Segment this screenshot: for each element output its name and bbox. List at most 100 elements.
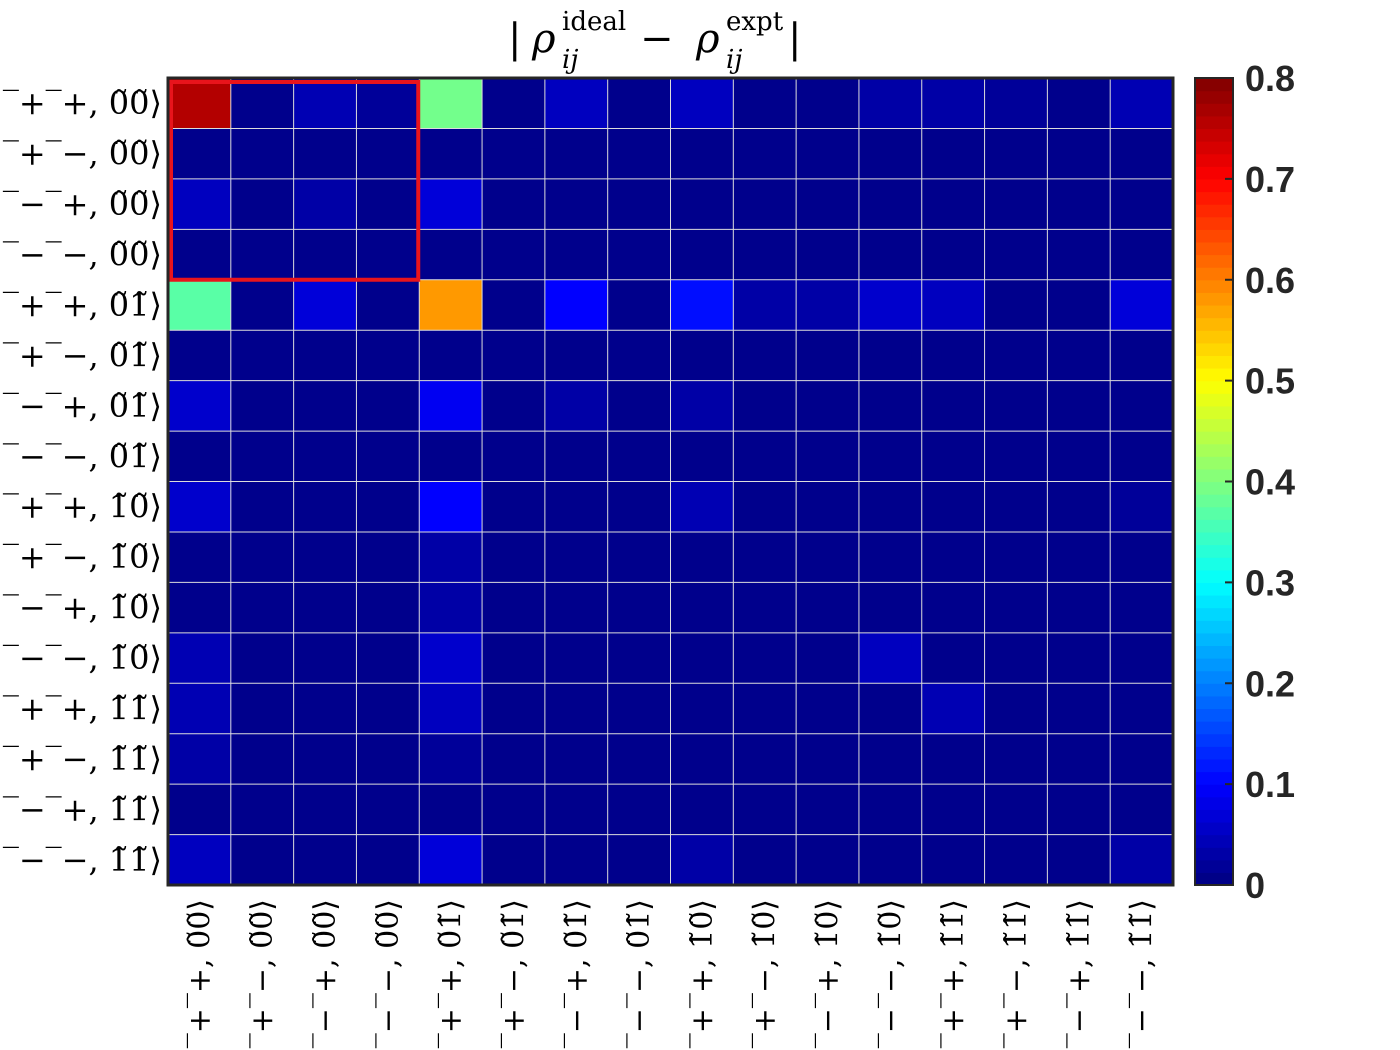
heatmap-cell (293, 279, 357, 331)
heatmap-cell (984, 78, 1048, 129)
colorbar-segment (1195, 456, 1233, 470)
row-tick-label: |‾−‾−, 1̃1̃⟩ (0, 841, 162, 879)
heatmap-cell (419, 279, 483, 331)
heatmap-cell (921, 834, 986, 886)
heatmap-cell (858, 380, 923, 432)
heatmap-cell (1110, 78, 1174, 129)
heatmap-cell (419, 632, 483, 684)
heatmap-cell (984, 380, 1048, 432)
heatmap-cell (230, 380, 295, 432)
heatmap-cell (1110, 229, 1174, 281)
heatmap-cell (607, 733, 671, 785)
colorbar-segment (1195, 607, 1233, 621)
heatmap-cell (733, 279, 797, 331)
heatmap-cell (544, 330, 609, 382)
heatmap-cell (168, 683, 232, 735)
heatmap-cell (984, 683, 1048, 735)
heatmap-cell (733, 733, 797, 785)
heatmap-cell (607, 632, 671, 684)
heatmap-cell (482, 733, 546, 785)
heatmap-cell (733, 229, 797, 281)
colorbar-segment (1195, 859, 1233, 873)
heatmap-cell (796, 531, 860, 583)
column-tick-label: |‾+‾−, 0̃0̃⟩ (245, 899, 280, 1050)
colorbar-tick-label: 0.3 (1245, 562, 1295, 603)
heatmap-cell (356, 582, 420, 634)
heatmap-cell (293, 178, 357, 230)
heatmap-cell (733, 834, 797, 886)
colorbar-tick-label: 0.1 (1245, 764, 1295, 805)
colorbar-tick-label: 0.8 (1245, 58, 1295, 99)
heatmap-grid (166, 76, 1175, 887)
colorbar-segment (1195, 128, 1233, 142)
heatmap-cell (293, 431, 357, 482)
row-tick-label: |‾+‾+, 1̃1̃⟩ (0, 689, 162, 727)
heatmap-cell (858, 784, 923, 836)
title-sup-expt: expt (726, 7, 784, 37)
heatmap-cell (419, 178, 483, 230)
heatmap-cell (230, 330, 295, 382)
heatmap-cell (858, 632, 923, 684)
heatmap-cell (670, 128, 734, 180)
heatmap-cell (419, 128, 483, 180)
heatmap-cell (858, 330, 923, 382)
heatmap-cell (858, 279, 923, 331)
heatmap-cell (1047, 481, 1111, 533)
heatmap-cell (1110, 834, 1174, 886)
heatmap-cell (168, 330, 232, 382)
heatmap-cell (607, 78, 671, 129)
heatmap-cell (356, 229, 420, 281)
heatmap-cell (419, 784, 483, 836)
heatmap-cell (293, 784, 357, 836)
heatmap-cell (921, 279, 986, 331)
heatmap-cell (733, 78, 797, 129)
heatmap-cell (356, 481, 420, 533)
colorbar-segment (1195, 721, 1233, 735)
colorbar-segment (1195, 519, 1233, 533)
heatmap-cell (168, 229, 232, 281)
heatmap-cell (670, 279, 734, 331)
heatmap-cell (230, 834, 295, 886)
row-labels: |‾+‾+, 0̃0̃⟩ |‾+‾−, 0̃0̃⟩ |‾−‾+, 0̃0̃⟩ |‾−‾… (0, 84, 162, 879)
heatmap-cell (1047, 733, 1111, 785)
heatmap-cell (419, 834, 483, 886)
heatmap-cell (733, 481, 797, 533)
heatmap-cell (796, 733, 860, 785)
title-minus: − (640, 16, 674, 62)
heatmap-cell (168, 78, 232, 129)
heatmap-cell (607, 834, 671, 886)
colorbar-segment (1195, 872, 1233, 886)
colorbar-tick-label: 0.5 (1245, 361, 1295, 402)
heatmap-cell (984, 128, 1048, 180)
row-tick-label: |‾−‾+, 1̃0̃⟩ (0, 589, 162, 627)
heatmap-cell (733, 632, 797, 684)
heatmap-cell (796, 784, 860, 836)
column-tick-label: |‾+‾−, 1̃1̃⟩ (999, 899, 1034, 1050)
heatmap-cell (482, 531, 546, 583)
colorbar-segment (1195, 746, 1233, 760)
heatmap-cell (1047, 431, 1111, 482)
heatmap-cell (293, 78, 357, 129)
heatmap-cell (858, 481, 923, 533)
title-sup-ideal: ideal (562, 7, 626, 37)
heatmap-cell (356, 531, 420, 583)
heatmap-cell (168, 178, 232, 230)
colorbar-segment (1195, 847, 1233, 861)
heatmap-cell (356, 632, 420, 684)
heatmap-cell (419, 380, 483, 432)
heatmap-cell (796, 431, 860, 482)
heatmap-cell (544, 733, 609, 785)
row-tick-label: |‾−‾−, 1̃0̃⟩ (0, 639, 162, 677)
heatmap-cell (607, 784, 671, 836)
heatmap-cell (482, 279, 546, 331)
heatmap-cell (1047, 330, 1111, 382)
heatmap-cell (356, 330, 420, 382)
heatmap-cell (544, 582, 609, 634)
colorbar-segment (1195, 544, 1233, 558)
heatmap-cell (1047, 582, 1111, 634)
heatmap-cell (482, 330, 546, 382)
colorbar-segment (1195, 506, 1233, 520)
row-tick-label: |‾+‾+, 1̃0̃⟩ (0, 488, 162, 526)
heatmap-cell (1047, 229, 1111, 281)
heatmap-cell (984, 784, 1048, 836)
